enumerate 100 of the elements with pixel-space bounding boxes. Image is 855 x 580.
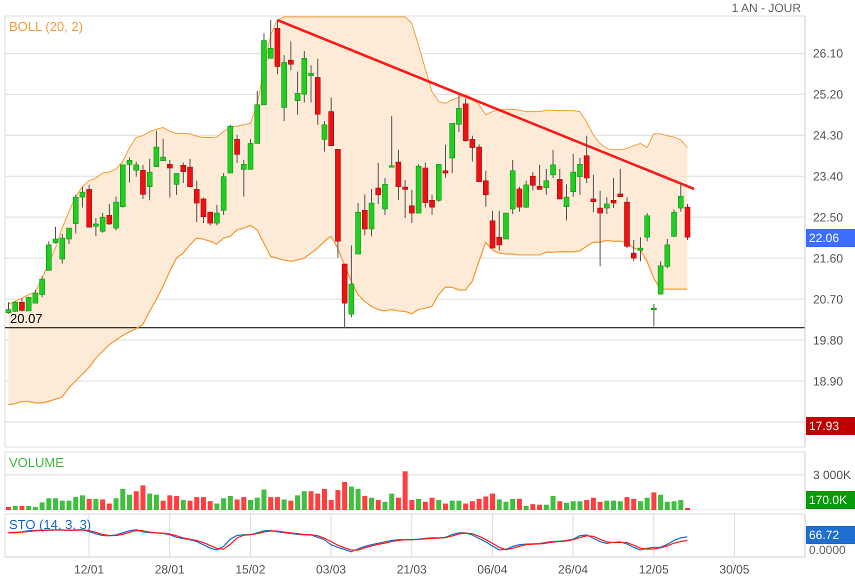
bar [160, 500, 166, 510]
candlestick [288, 40, 294, 71]
bar [100, 499, 106, 510]
candlestick [564, 184, 570, 221]
text: 170.0K [806, 491, 855, 509]
candlestick [638, 236, 644, 262]
y-tick-label: 22.50 [813, 210, 844, 224]
text: 0.0000 [809, 543, 846, 557]
x-tick-label: 15/02 [235, 562, 266, 577]
candlestick [409, 189, 415, 224]
bar [436, 500, 442, 510]
x-tick-label: 12/01 [74, 562, 104, 577]
bar [295, 495, 300, 510]
bar [93, 498, 98, 510]
bar [463, 504, 468, 510]
candlestick [544, 168, 550, 196]
bar [282, 499, 287, 510]
y-tick-label: 19.80 [813, 333, 844, 348]
chart-title: STO (14, 3, 3) [9, 517, 92, 532]
candlestick [630, 239, 637, 262]
candlestick [322, 120, 328, 152]
bar [114, 498, 119, 510]
x-tick-label: 28/01 [154, 562, 186, 577]
bar [180, 500, 186, 510]
candlestick [536, 164, 542, 190]
bar [228, 496, 233, 510]
candlestick [530, 172, 536, 191]
candlestick [617, 168, 624, 198]
bar [618, 501, 623, 510]
candlestick [214, 204, 220, 226]
bar [584, 500, 590, 510]
candlestick [167, 159, 173, 198]
candlestick [174, 172, 180, 196]
text: 1 AN - JOUR [732, 1, 801, 15]
bar [651, 492, 656, 510]
bar [12, 506, 18, 510]
x-tick-label: 12/05 [638, 562, 670, 577]
bar [140, 485, 146, 510]
candlestick [550, 149, 556, 179]
bar [658, 494, 664, 510]
candlestick [584, 135, 590, 184]
candlestick [523, 180, 529, 209]
bar [557, 501, 562, 510]
text: 22.06 [806, 229, 855, 247]
candlestick [375, 162, 382, 204]
candlestick [146, 158, 152, 201]
candlestick [678, 182, 684, 212]
candlestick [590, 174, 596, 213]
bar [106, 504, 112, 510]
candlestick [644, 212, 650, 242]
bar [274, 497, 280, 510]
x-tick-label: 06/04 [477, 562, 508, 577]
bar [241, 497, 246, 510]
bar [456, 500, 462, 510]
x-tick-label: 03/03 [316, 562, 346, 577]
y-tick-label: 20.70 [813, 292, 844, 306]
text: 66.72 [806, 526, 855, 544]
bar [369, 498, 374, 510]
x-tick-label: 26/04 [558, 562, 588, 577]
x-tick-label: 21/03 [396, 562, 428, 577]
candlestick [610, 178, 616, 209]
bar [26, 506, 32, 510]
candlestick [19, 298, 25, 312]
bar [516, 498, 522, 510]
bar [362, 496, 368, 510]
bar [678, 500, 684, 510]
bar [86, 498, 92, 510]
y-tick-label: 3 000K [813, 468, 852, 482]
bar [376, 500, 381, 510]
candlestick [604, 196, 610, 214]
y-tick-label: 25.20 [813, 88, 844, 102]
bar [268, 497, 274, 510]
candlestick [126, 157, 132, 184]
bar [147, 494, 152, 510]
bar [442, 504, 448, 510]
bar [409, 500, 414, 510]
bar [302, 491, 307, 510]
bar [416, 498, 422, 510]
candlestick [362, 194, 368, 236]
y-tick-label: 23.40 [813, 169, 844, 184]
text: 17.93 [806, 417, 855, 435]
candlestick [516, 186, 522, 212]
bar [524, 506, 529, 510]
y-tick-label: 24.30 [813, 128, 844, 142]
candlestick [556, 168, 563, 200]
x-tick-label: 30/05 [719, 562, 750, 577]
bar [80, 495, 85, 510]
bar [234, 499, 240, 510]
bar [261, 489, 266, 510]
candlestick [133, 161, 140, 178]
chart-title: VOLUME [9, 455, 64, 470]
bar [154, 494, 159, 510]
ref-line-label: 20.07 [10, 310, 43, 326]
candlestick [388, 116, 394, 168]
bar [450, 500, 455, 510]
bar [577, 501, 582, 510]
y-tick-label: 26.10 [813, 46, 844, 61]
candlestick [651, 304, 657, 327]
bar [6, 507, 11, 510]
y-tick-label: 18.90 [813, 374, 844, 388]
